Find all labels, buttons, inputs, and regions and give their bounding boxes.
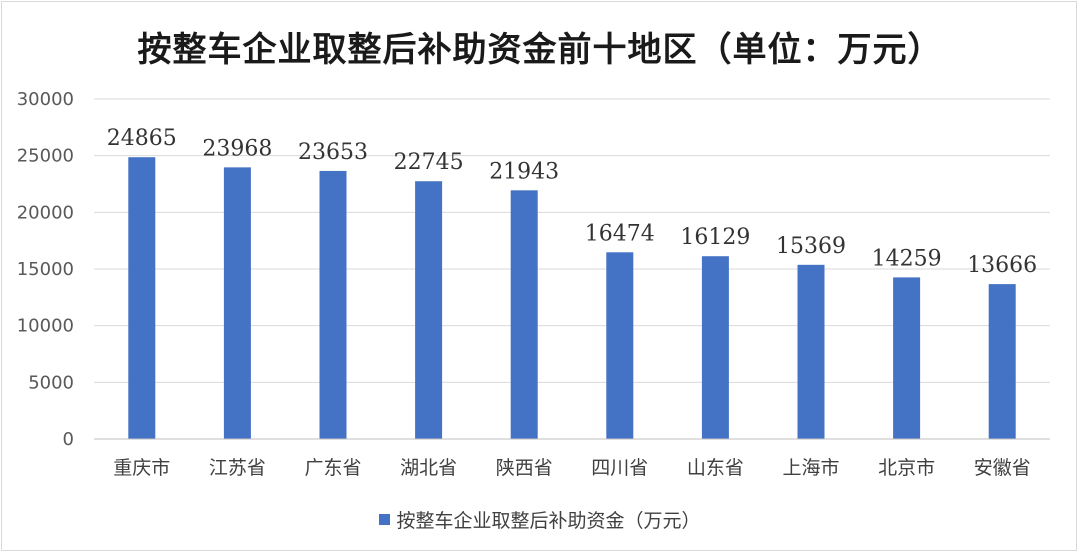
x-tick-label: 北京市 <box>878 457 935 479</box>
x-tick-label: 江苏省 <box>209 457 266 479</box>
y-tick-label: 25000 <box>17 146 74 167</box>
x-tick-label: 广东省 <box>304 457 361 479</box>
bar <box>797 264 825 439</box>
x-tick-label: 湖北省 <box>400 457 457 479</box>
y-tick-label: 30000 <box>17 89 74 110</box>
data-label: 15369 <box>776 234 846 259</box>
bar <box>988 284 1016 439</box>
bar <box>893 277 921 439</box>
bar <box>606 252 634 439</box>
y-tick-label: 10000 <box>17 316 74 337</box>
x-tick-label: 安徽省 <box>974 457 1031 479</box>
data-label: 24865 <box>107 126 177 151</box>
y-tick-label: 20000 <box>17 202 74 223</box>
data-labels: 24865 23968 23653 22745 21943 16474 16129 15369… <box>107 126 1037 278</box>
x-tick-label: 重庆市 <box>113 457 170 479</box>
x-tick-label: 山东省 <box>687 457 744 479</box>
y-tick-label: 0 <box>63 429 74 450</box>
x-axis-labels: 重庆市 江苏省 广东省 湖北省 陕西省 四川省 山东省 上海市 北京市 安徽省 <box>113 457 1030 479</box>
data-label: 23653 <box>298 140 368 165</box>
bar <box>128 157 156 440</box>
y-axis-ticks: 0 5000 10000 15000 20000 25000 30000 <box>17 89 74 450</box>
bars <box>128 157 1016 440</box>
bar <box>319 170 347 439</box>
data-label: 23968 <box>202 136 272 161</box>
bar <box>510 190 538 439</box>
x-tick-label: 上海市 <box>782 457 839 479</box>
bar <box>701 256 729 439</box>
data-label: 13666 <box>967 253 1037 278</box>
data-label: 22745 <box>394 150 464 175</box>
data-label: 21943 <box>489 159 559 184</box>
legend-swatch <box>379 514 391 525</box>
data-label: 16129 <box>680 225 750 250</box>
bar <box>415 181 443 439</box>
legend-label: 按整车企业取整后补助资金（万元） <box>396 510 701 532</box>
data-label: 14259 <box>872 246 942 271</box>
y-tick-label: 5000 <box>28 372 74 393</box>
data-label: 16474 <box>585 221 655 246</box>
x-tick-label: 四川省 <box>591 457 648 479</box>
bar <box>223 167 251 439</box>
gridlines <box>94 98 1050 383</box>
chart-title: 按整车企业取整后补助资金前十地区（单位：万元） <box>137 30 943 70</box>
x-tick-label: 陕西省 <box>496 457 553 479</box>
legend: 按整车企业取整后补助资金（万元） <box>0 506 1080 533</box>
y-tick-label: 15000 <box>17 259 74 280</box>
